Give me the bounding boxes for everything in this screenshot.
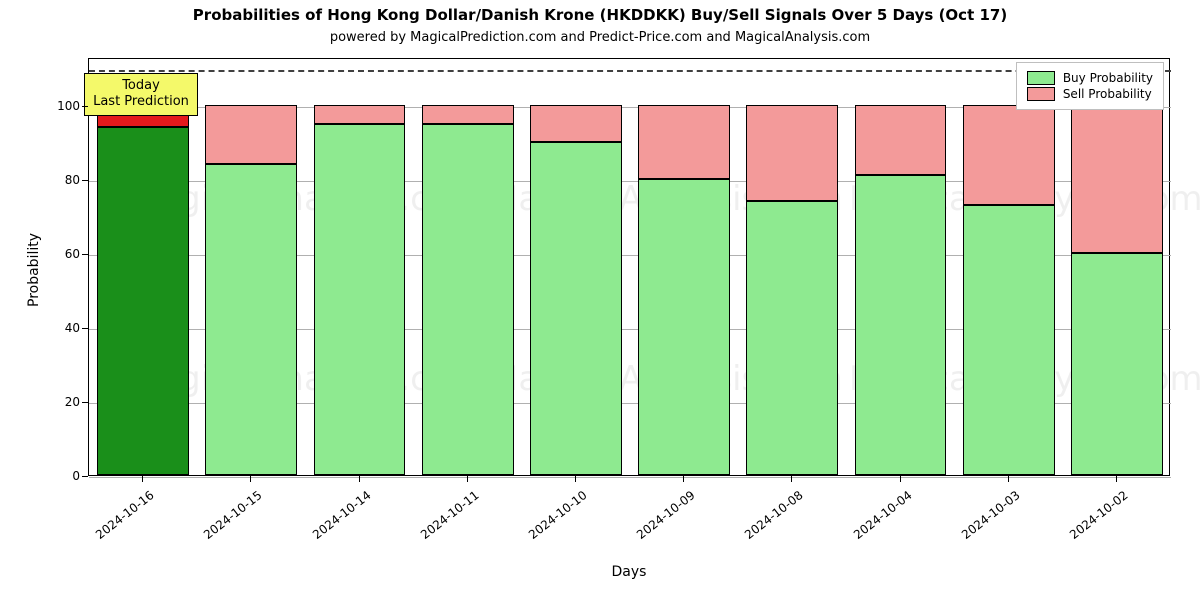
ytick-mark: [82, 106, 88, 107]
chart-title: Probabilities of Hong Kong Dollar/Danish…: [0, 6, 1200, 24]
sell-bar: [1071, 105, 1163, 253]
bar-group: [97, 105, 189, 475]
xtick-label: 2024-10-10: [505, 488, 589, 558]
legend-label-sell: Sell Probability: [1063, 87, 1152, 101]
ytick-label: 60: [44, 247, 80, 261]
sell-bar: [855, 105, 947, 175]
ytick-label: 0: [44, 469, 80, 483]
ytick-mark: [82, 402, 88, 403]
xtick-label: 2024-10-14: [289, 488, 373, 558]
buy-bar: [746, 201, 838, 475]
sell-bar: [746, 105, 838, 201]
buy-bar: [1071, 253, 1163, 475]
bar-group: [1071, 105, 1163, 475]
ytick-mark: [82, 328, 88, 329]
sell-bar: [205, 105, 297, 164]
bar-group: [314, 105, 406, 475]
xtick-label: 2024-10-08: [722, 488, 806, 558]
buy-bar: [97, 127, 189, 475]
ytick-label: 100: [44, 99, 80, 113]
y-axis-label: Probability: [26, 233, 42, 307]
buy-bar: [205, 164, 297, 475]
sell-bar: [422, 105, 514, 123]
bar-group: [963, 105, 1055, 475]
sell-bar: [314, 105, 406, 123]
xtick-label: 2024-10-04: [830, 488, 914, 558]
today-annotation: Today Last Prediction: [84, 73, 198, 116]
ytick-mark: [82, 476, 88, 477]
xtick-label: 2024-10-03: [938, 488, 1022, 558]
buy-bar: [855, 175, 947, 475]
dashed-reference-line: [89, 70, 1171, 72]
x-axis-label: Days: [88, 564, 1170, 580]
xtick-mark: [575, 476, 576, 482]
legend-swatch-sell: [1027, 87, 1055, 101]
ytick-label: 40: [44, 321, 80, 335]
ytick-mark: [82, 180, 88, 181]
sell-bar: [530, 105, 622, 142]
sell-bar: [963, 105, 1055, 205]
buy-bar: [314, 124, 406, 475]
bar-group: [638, 105, 730, 475]
legend-label-buy: Buy Probability: [1063, 71, 1153, 85]
xtick-mark: [1008, 476, 1009, 482]
annotation-line1: Today: [122, 78, 160, 93]
ytick-label: 20: [44, 395, 80, 409]
xtick-mark: [683, 476, 684, 482]
annotation-line2: Last Prediction: [93, 94, 189, 109]
xtick-mark: [142, 476, 143, 482]
bar-group: [530, 105, 622, 475]
bar-group: [746, 105, 838, 475]
xtick-label: 2024-10-02: [1046, 488, 1130, 558]
legend: Buy Probability Sell Probability: [1016, 62, 1164, 110]
xtick-label: 2024-10-09: [613, 488, 697, 558]
xtick-mark: [1116, 476, 1117, 482]
buy-bar: [638, 179, 730, 475]
buy-bar: [530, 142, 622, 475]
xtick-mark: [250, 476, 251, 482]
xtick-mark: [359, 476, 360, 482]
chart-subtitle: powered by MagicalPrediction.com and Pre…: [0, 30, 1200, 45]
buy-bar: [963, 205, 1055, 475]
xtick-label: 2024-10-16: [72, 488, 156, 558]
xtick-mark: [467, 476, 468, 482]
xtick-label: 2024-10-15: [181, 488, 265, 558]
figure: Probabilities of Hong Kong Dollar/Danish…: [0, 0, 1200, 600]
bar-group: [205, 105, 297, 475]
legend-item-sell: Sell Probability: [1027, 87, 1153, 101]
plot-area: MagicalAnalysis.com MagicalAnalysis.com …: [88, 58, 1170, 476]
ytick-mark: [82, 254, 88, 255]
sell-bar: [638, 105, 730, 179]
grid-line: [89, 477, 1171, 478]
xtick-mark: [900, 476, 901, 482]
ytick-label: 80: [44, 173, 80, 187]
legend-swatch-buy: [1027, 71, 1055, 85]
xtick-mark: [791, 476, 792, 482]
bar-group: [422, 105, 514, 475]
xtick-label: 2024-10-11: [397, 488, 481, 558]
bar-group: [855, 105, 947, 475]
buy-bar: [422, 124, 514, 475]
legend-item-buy: Buy Probability: [1027, 71, 1153, 85]
